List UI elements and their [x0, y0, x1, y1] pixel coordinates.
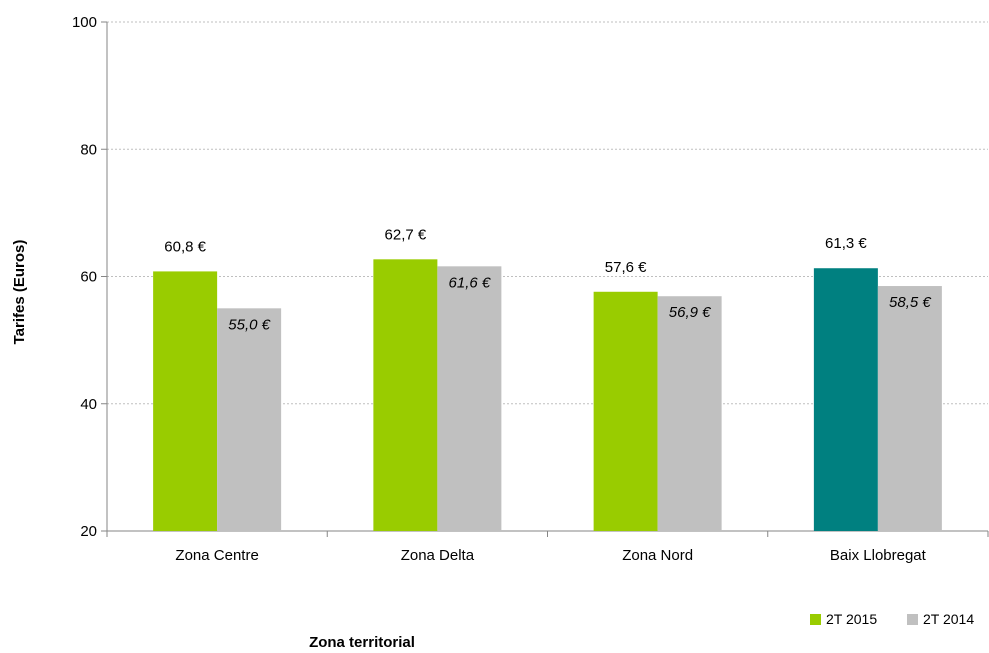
- data-label: 60,8 €: [164, 238, 206, 255]
- category-labels: Zona Centre Zona Delta Zona Nord Baix Llobr…: [175, 547, 926, 564]
- bar: [373, 259, 438, 531]
- category-label: Zona Nord: [622, 547, 693, 564]
- bars: [153, 259, 942, 531]
- category-label: Zona Delta: [401, 547, 475, 564]
- data-label: 56,9 €: [669, 304, 711, 321]
- legend-label-2015: 2T 2015: [826, 611, 877, 627]
- data-label: 55,0 €: [228, 316, 270, 333]
- y-tick-label: 80: [80, 141, 97, 158]
- bar: [593, 291, 658, 531]
- bar: [657, 296, 722, 531]
- bar: [437, 266, 502, 531]
- bar: [153, 271, 218, 531]
- bar: [877, 286, 942, 531]
- legend-label-2014: 2T 2014: [923, 611, 974, 627]
- legend: 2T 2015 2T 2014: [810, 611, 974, 627]
- x-axis-title: Zona territorial: [309, 634, 415, 651]
- bar: [813, 268, 878, 531]
- data-label: 61,3 €: [825, 235, 867, 252]
- data-label: 61,6 €: [449, 274, 491, 291]
- legend-swatch-2015: [810, 614, 821, 625]
- y-axis-ticks: 20 40 60 80 100: [72, 14, 107, 540]
- y-tick-label: 100: [72, 14, 97, 31]
- data-labels: 60,8 € 55,0 € 62,7 € 61,6 € 57,6 € 56,9 € 61,3…: [164, 226, 931, 333]
- y-tick-label: 20: [80, 523, 97, 540]
- data-label: 58,5 €: [889, 294, 931, 311]
- data-label: 57,6 €: [605, 259, 647, 276]
- legend-swatch-2014: [907, 614, 918, 625]
- data-label: 62,7 €: [385, 226, 427, 243]
- y-tick-label: 40: [80, 396, 97, 413]
- x-axis-ticks: [106, 531, 989, 537]
- gridlines: [107, 21, 988, 405]
- y-axis-title: Tarifes (Euros): [11, 240, 28, 345]
- y-tick-label: 60: [80, 269, 97, 286]
- category-label: Zona Centre: [175, 547, 258, 564]
- category-label: Baix Llobregat: [830, 547, 927, 564]
- bar: [217, 308, 282, 531]
